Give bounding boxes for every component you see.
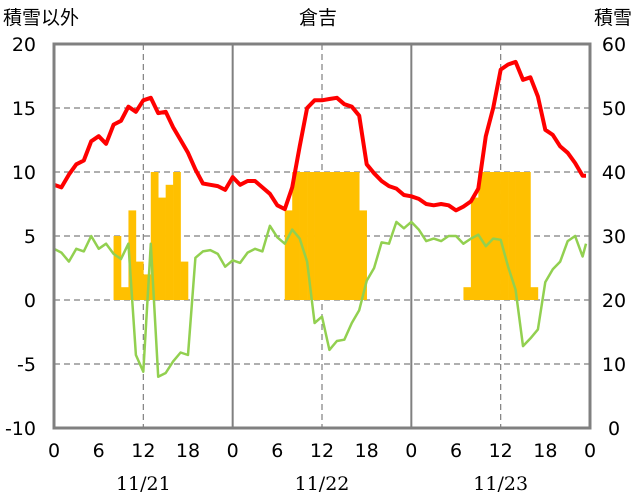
precipitation-bar [165,184,174,300]
left-tick-label: -10 [5,418,36,440]
right-tick-label: 20 [602,290,626,312]
precipitation-bar [515,172,524,300]
left-axis-ticks: 20 15 10 5 0 -5 -10 [5,34,36,440]
date-label: 11/23 [473,473,528,495]
precipitation-bar [299,172,308,300]
precipitation-bar [180,261,189,300]
precipitation-bar [128,210,137,300]
precipitation-bar [322,172,330,300]
date-label: 11/22 [295,473,350,495]
right-tick-label: 10 [602,354,626,376]
x-tick-label: 18 [176,440,200,462]
precipitation-bar [329,172,338,300]
x-axis-ticks: 0 6 12 18 0 6 12 18 0 6 12 18 0 [48,440,596,462]
precipitation-bar [150,172,159,300]
x-tick-label: 0 [48,440,60,462]
left-tick-label: -5 [17,354,36,376]
x-tick-label: 18 [355,440,379,462]
precipitation-bar [344,172,353,300]
x-tick-label: 0 [584,440,596,462]
x-tick-label: 6 [450,440,462,462]
plot-area [52,42,592,430]
wind-line [53,220,588,379]
left-tick-label: 15 [12,98,36,120]
right-tick-label: 60 [602,34,626,56]
chart-title: 倉吉 [299,7,337,29]
left-tick-label: 0 [24,290,36,312]
x-tick-label: 12 [489,440,513,462]
precipitation-bar [463,287,472,300]
date-labels: 11/21 11/22 11/23 [116,473,528,495]
x-tick-label: 0 [227,440,239,462]
plot-frame [52,42,592,430]
precipitation-bar [158,197,166,300]
precipitation-bar [523,172,531,300]
precipitation-bar [478,172,487,300]
right-tick-label: 30 [602,226,626,248]
precipitation-bar [493,172,501,300]
left-tick-label: 10 [12,162,36,184]
precipitation-bar [135,261,144,300]
right-axis-label: 積雪 [594,7,632,29]
precipitation-bar [113,236,122,300]
precipitation-bar [500,172,509,300]
precipitation-bar [284,210,293,300]
precipitation-bar [336,172,345,300]
left-tick-label: 5 [24,226,36,248]
temperature-line [53,59,586,213]
x-tick-label: 0 [405,440,417,462]
date-label: 11/21 [116,473,171,495]
precipitation-bar [508,172,516,300]
precipitation-bar [307,172,315,300]
left-axis-label: 積雪以外 [3,7,79,29]
precipitation-bar [351,172,360,300]
x-tick-label: 6 [271,440,283,462]
x-tick-label: 12 [131,440,155,462]
precipitation-bar [121,287,129,300]
right-axis-ticks: 60 50 40 30 20 10 0 [602,34,626,440]
x-tick-label: 6 [93,440,105,462]
precipitation-bar [359,210,367,300]
x-tick-label: 18 [533,440,557,462]
precipitation-bar [485,172,494,300]
left-tick-label: 20 [12,34,36,56]
precipitation-bar [470,197,479,300]
precipitation-bar [314,172,323,300]
precipitation-bar [530,287,539,300]
right-tick-label: 50 [602,98,626,120]
right-tick-label: 40 [602,162,626,184]
precipitation-bars [113,172,539,300]
right-tick-label: 0 [608,418,620,440]
x-tick-label: 12 [310,440,334,462]
precipitation-bar [173,172,181,300]
